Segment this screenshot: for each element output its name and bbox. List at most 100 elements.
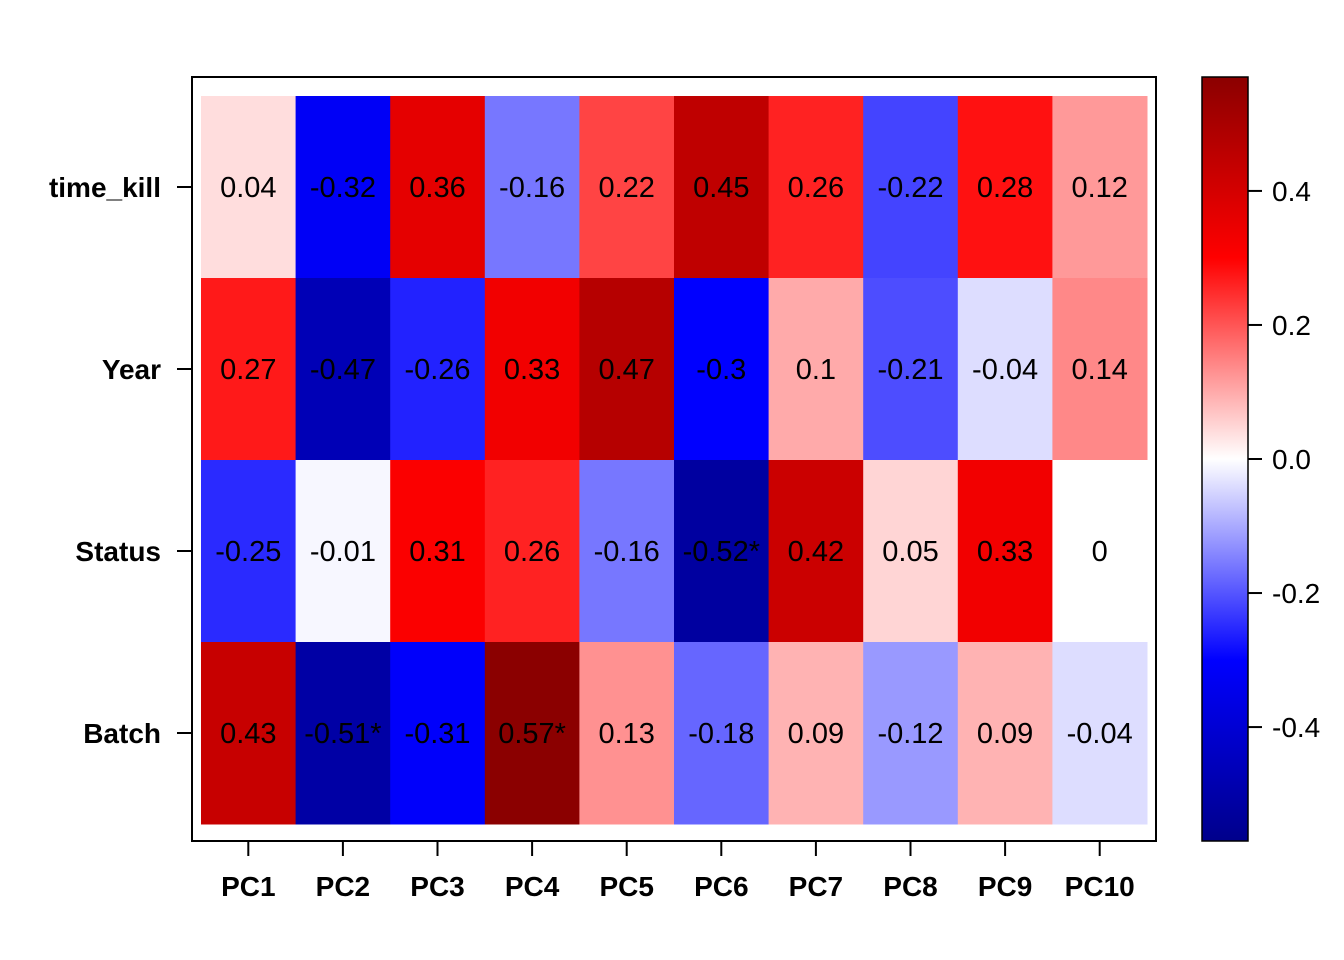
- heatmap-cell: [957, 460, 1053, 643]
- colorbar: [1202, 77, 1248, 841]
- column-label: PC7: [789, 871, 843, 902]
- cell-value-label: 0.09: [977, 718, 1033, 750]
- heatmap-cell: [484, 96, 580, 279]
- heatmap-cell: [768, 96, 864, 279]
- colorbar-tick-label: -0.4: [1272, 712, 1320, 743]
- colorbar-axis: 0.4 0.2 0.0 -0.2 -0.4: [1201, 76, 1320, 842]
- heatmap-cell: [201, 96, 297, 279]
- heatmap-cell: [579, 460, 675, 643]
- column-label: PC5: [599, 871, 653, 902]
- heatmap-cell: [768, 460, 864, 643]
- cell-value-label: 0.33: [504, 354, 560, 386]
- heatmap-cell: [674, 96, 770, 279]
- cell-value-label: 0.04: [220, 172, 276, 204]
- heatmap-cell: [768, 278, 864, 461]
- colorbar-tick-label: 0.0: [1272, 444, 1311, 475]
- column-label: PC8: [883, 871, 937, 902]
- cell-value-label: 0.31: [409, 536, 465, 568]
- heatmap-cell: [390, 278, 486, 461]
- cell-value-label: 0.43: [220, 718, 276, 750]
- cell-value-label: -0.32: [310, 172, 376, 204]
- heatmap-cells: [201, 96, 1148, 825]
- cell-value-label: -0.12: [877, 718, 943, 750]
- row-axis: time_kill Year Status Batch: [49, 172, 192, 749]
- cell-value-label: -0.3: [696, 354, 746, 386]
- heatmap-cell: [957, 96, 1053, 279]
- heatmap-cell: [1052, 278, 1148, 461]
- column-label: PC9: [978, 871, 1032, 902]
- colorbar-tick-label: 0.2: [1272, 310, 1311, 341]
- cell-value-label: -0.52*: [683, 536, 760, 568]
- heatmap-cell: [201, 642, 297, 825]
- cell-value-label: -0.21: [877, 354, 943, 386]
- cell-value-label: 0.28: [977, 172, 1033, 204]
- heatmap-cell: [579, 642, 675, 825]
- heatmap-cell: [295, 278, 391, 461]
- cell-value-label: 0.42: [788, 536, 844, 568]
- heatmap-cell: [390, 96, 486, 279]
- heatmap-cell: [390, 460, 486, 643]
- cell-value-label: 0.36: [409, 172, 465, 204]
- cell-value-label: 0.13: [598, 718, 654, 750]
- cell-value-label: 0.12: [1071, 172, 1127, 204]
- heatmap-cell: [295, 96, 391, 279]
- plot-frame: [191, 76, 1157, 842]
- heatmap-cell: [201, 278, 297, 461]
- cell-value-label: -0.51*: [304, 718, 381, 750]
- cell-value-label: 0.47: [598, 354, 654, 386]
- column-axis: PC1 PC2 PC3 PC4 PC5 PC6 PC7 PC8 PC9 PC10: [221, 841, 1135, 902]
- cell-value-label: -0.22: [877, 172, 943, 204]
- heatmap-cell: [674, 460, 770, 643]
- cell-value-label: -0.31: [404, 718, 470, 750]
- row-label: Year: [102, 354, 161, 385]
- cell-value-label: 0: [1092, 536, 1108, 568]
- column-label: PC1: [221, 871, 275, 902]
- cell-value-label: -0.47: [310, 354, 376, 386]
- cell-value-label: -0.25: [215, 536, 281, 568]
- cell-value-label: -0.16: [499, 172, 565, 204]
- heatmap-cell: [863, 278, 959, 461]
- column-label: PC4: [505, 871, 560, 902]
- cell-value-label: 0.33: [977, 536, 1033, 568]
- row-label: Batch: [83, 718, 161, 749]
- cell-value-label: -0.16: [594, 536, 660, 568]
- cell-value-label: 0.26: [504, 536, 560, 568]
- heatmap-cell: [957, 642, 1053, 825]
- cell-value-label: -0.26: [404, 354, 470, 386]
- column-label: PC3: [410, 871, 464, 902]
- heatmap-cell: [295, 460, 391, 643]
- cell-value-label: -0.04: [972, 354, 1038, 386]
- heatmap-cell: [1052, 460, 1148, 643]
- cell-value-label: 0.57*: [498, 718, 566, 750]
- heatmap-cell: [863, 460, 959, 643]
- heatmap-cell: [579, 278, 675, 461]
- heatmap-cell: [674, 278, 770, 461]
- cell-value-label: 0.14: [1071, 354, 1127, 386]
- cell-value-label: 0.22: [598, 172, 654, 204]
- colorbar-tick-label: -0.2: [1272, 578, 1320, 609]
- row-label: time_kill: [49, 172, 161, 203]
- heatmap-cell: [863, 96, 959, 279]
- colorbar-tick-label: 0.4: [1272, 176, 1311, 207]
- heatmap-cell: [957, 278, 1053, 461]
- column-label: PC10: [1065, 871, 1135, 902]
- heatmap-cell: [768, 642, 864, 825]
- heatmap-cell: [1052, 642, 1148, 825]
- heatmap-cell: [295, 642, 391, 825]
- cell-value-label: 0.05: [882, 536, 938, 568]
- cell-value-label: 0.45: [693, 172, 749, 204]
- cell-value-label: 0.26: [788, 172, 844, 204]
- cell-value-label: 0.27: [220, 354, 276, 386]
- column-label: PC2: [316, 871, 370, 902]
- cell-value-label: -0.04: [1067, 718, 1133, 750]
- heatmap-cell: [390, 642, 486, 825]
- cell-value-label: -0.18: [688, 718, 754, 750]
- heatmap-cell: [201, 460, 297, 643]
- heatmap-cell: [484, 278, 580, 461]
- cell-value-label: 0.1: [796, 354, 836, 386]
- heatmap-cell: [1052, 96, 1148, 279]
- heatmap-cell-labels: 0.04 -0.32 0.36 -0.16 0.22 0.45 0.26 -0.22 0.28 0…: [215, 172, 1133, 750]
- heatmap-cell: [484, 460, 580, 643]
- cell-value-label: 0.09: [788, 718, 844, 750]
